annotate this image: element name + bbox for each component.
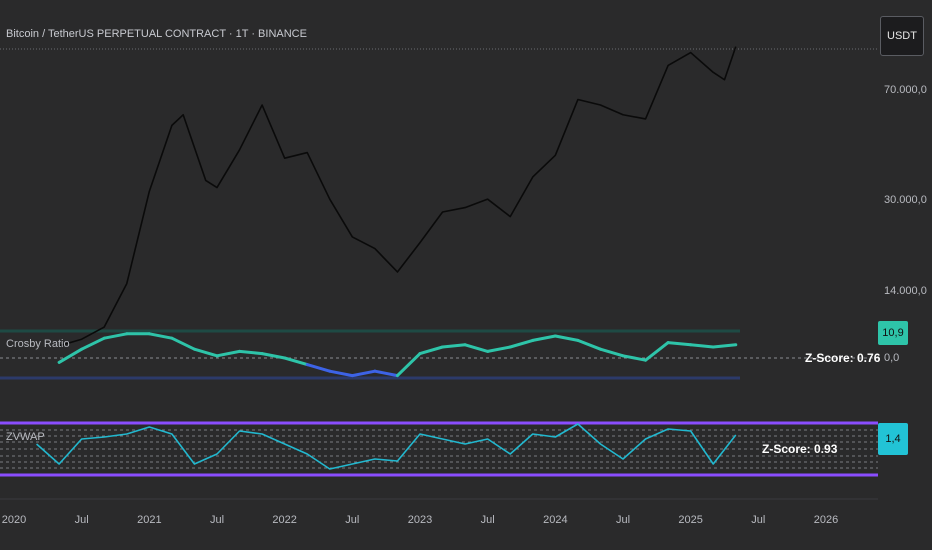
crosby-segment-5 xyxy=(170,336,196,351)
price-line xyxy=(58,46,737,347)
crosby-zscore-label: Z-Score: 0.76 xyxy=(805,351,881,365)
crosby-segment-24 xyxy=(598,347,625,358)
zvwap-bands xyxy=(0,421,878,477)
crosby-segment-18 xyxy=(463,343,490,353)
x-tick-7: Jul xyxy=(480,514,495,526)
crosby-segment-20 xyxy=(508,338,535,349)
crosby-segment-25 xyxy=(621,354,648,362)
x-tick-0: 2020 xyxy=(1,514,27,526)
crosby-segment-6 xyxy=(192,347,219,358)
x-tick-1: Jul xyxy=(74,514,89,526)
currency-badge[interactable]: USDT xyxy=(880,16,924,56)
crosby-segment-14 xyxy=(373,369,399,378)
crosby-segment-27 xyxy=(666,341,693,347)
crosby-segment-10 xyxy=(283,356,309,367)
x-tick-12: 2026 xyxy=(813,514,839,526)
crosby-value-badge: 10,9 xyxy=(878,321,908,345)
crosby-segment-2 xyxy=(102,332,129,340)
x-tick-10: 2025 xyxy=(678,514,703,526)
zvwap-zscore-label: Z-Score: 0.93 xyxy=(762,442,838,456)
crosby-segment-16 xyxy=(418,345,445,356)
x-tick-6: 2023 xyxy=(407,514,433,526)
crosby-segment-13 xyxy=(350,369,377,378)
zvwap-label[interactable]: ZVWAP xyxy=(6,431,45,443)
grid-layer xyxy=(0,48,878,500)
crosby-series xyxy=(57,332,738,378)
crosby-segment-23 xyxy=(576,338,602,351)
crosby-segment-0 xyxy=(57,347,84,364)
crosby-segment-8 xyxy=(238,349,264,356)
price-tick-30000: 30.000,0 xyxy=(884,194,927,206)
crosby-bands xyxy=(0,329,878,380)
x-tick-9: Jul xyxy=(615,514,631,526)
x-tick-2: 2021 xyxy=(137,514,162,526)
x-tick-11: Jul xyxy=(751,514,766,526)
crosby-zero-label: 0,0 xyxy=(884,352,900,364)
crosby-segment-7 xyxy=(215,349,242,358)
crosby-segment-19 xyxy=(486,345,512,353)
crosby-segment-28 xyxy=(689,343,715,349)
crosby-segment-29 xyxy=(711,343,738,349)
zvwap-series xyxy=(36,423,737,470)
crosby-segment-9 xyxy=(260,352,287,360)
price-tick-70000: 70.000,0 xyxy=(884,84,927,96)
crosby-segment-17 xyxy=(441,343,467,349)
x-tick-4: 2022 xyxy=(272,514,297,526)
crosby-segment-11 xyxy=(305,363,332,373)
crosby-segment-12 xyxy=(328,369,354,378)
crosby-segment-15 xyxy=(395,352,422,378)
crosby-segment-21 xyxy=(531,334,557,342)
x-tick-5: Jul xyxy=(345,514,360,526)
price-tick-14000: 14.000,0 xyxy=(884,285,927,297)
zvwap-value-badge: 1,4 xyxy=(878,423,908,455)
x-tick-8: 2024 xyxy=(543,514,568,526)
crosby-segment-1 xyxy=(80,336,106,351)
price-series xyxy=(58,46,737,347)
crosby-label[interactable]: Crosby Ratio xyxy=(6,338,70,350)
x-tick-3: Jul xyxy=(209,514,225,526)
crosby-segment-4 xyxy=(147,332,174,340)
crosby-segment-26 xyxy=(644,341,670,362)
crosby-segment-22 xyxy=(553,334,580,342)
chart-title: Bitcoin / TetherUS PERPETUAL CONTRACT · … xyxy=(6,28,307,40)
zvwap-line xyxy=(36,423,737,470)
